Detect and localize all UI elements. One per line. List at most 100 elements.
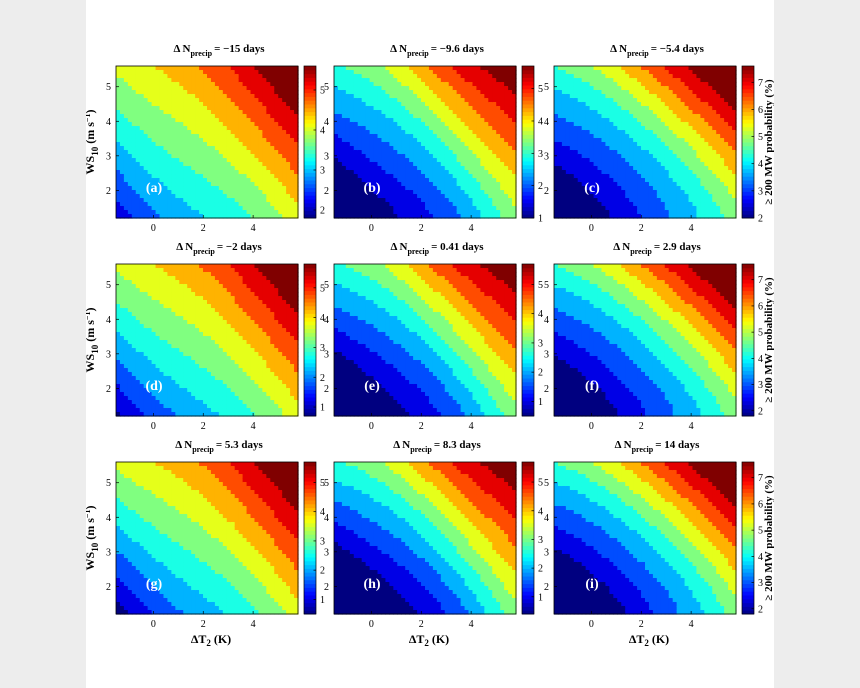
field-cell [401,126,406,131]
field-cell [179,70,184,75]
field-cell [235,210,240,215]
field-cell [586,122,591,127]
field-cell [156,94,161,99]
field-cell [350,98,355,103]
field-cell [496,110,501,115]
field-cell [586,174,591,179]
field-cell [554,150,559,155]
field-cell [633,90,638,95]
field-cell [247,138,252,143]
field-cell [574,170,579,175]
field-cell [354,170,359,175]
field-cell [621,202,626,207]
field-cell [195,82,200,87]
field-cell [140,70,145,75]
field-cell [124,166,129,171]
field-cell [342,70,347,75]
field-cell [152,114,157,119]
field-cell [354,186,359,191]
field-cell [156,162,161,167]
field-cell [461,82,466,87]
field-cell [637,130,642,135]
field-cell [461,66,466,71]
field-cell [243,202,248,207]
field-cell [140,158,145,163]
field-cell [661,78,666,83]
field-cell [465,110,470,115]
field-cell [558,162,563,167]
field-cell [175,102,180,107]
field-cell [278,138,283,143]
field-cell [354,90,359,95]
field-cell [370,150,375,155]
field-cell [685,82,690,87]
field-cell [278,98,283,103]
field-cell [449,210,454,215]
field-cell [219,186,224,191]
field-cell [692,74,697,79]
field-cell [378,150,383,155]
field-cell [128,154,133,159]
field-cell [381,174,386,179]
field-cell [413,78,418,83]
field-cell [480,142,485,147]
colorbar-step [522,203,534,207]
field-cell [207,194,212,199]
field-cell [508,138,513,143]
field-cell [500,162,505,167]
field-cell [262,78,267,83]
field-cell [385,158,390,163]
field-cell [231,78,236,83]
field-cell [175,90,180,95]
field-cell [562,102,567,107]
field-cell [175,178,180,183]
field-cell [358,90,363,95]
field-cell [453,182,458,187]
field-cell [554,70,559,75]
field-cell [441,186,446,191]
field-cell [366,198,371,203]
field-cell [421,142,426,147]
field-cell [645,110,650,115]
field-cell [258,162,263,167]
field-cell [128,130,133,135]
field-cell [354,134,359,139]
field-cell [235,70,240,75]
field-cell [124,158,129,163]
field-cell [120,174,125,179]
field-cell [457,150,462,155]
field-cell [500,198,505,203]
field-cell [262,158,267,163]
field-cell [476,194,481,199]
field-cell [504,86,509,91]
field-cell [566,178,571,183]
field-cell [223,190,228,195]
field-cell [617,130,622,135]
field-cell [290,86,295,91]
field-cell [633,94,638,99]
field-cell [461,146,466,151]
field-cell [136,114,141,119]
field-cell [258,150,263,155]
field-cell [476,174,481,179]
field-cell [378,202,383,207]
field-cell [286,78,291,83]
field-cell [613,210,618,215]
field-cell [235,206,240,211]
field-cell [578,206,583,211]
field-cell [449,66,454,71]
field-cell [508,74,513,79]
field-cell [461,154,466,159]
y-tick-label: 4 [324,117,329,128]
field-cell [605,202,610,207]
field-cell [370,158,375,163]
colorbar-step [304,150,316,154]
field-cell [621,126,626,131]
field-cell [421,86,426,91]
field-cell [187,150,192,155]
field-cell [167,206,172,211]
field-cell [665,178,670,183]
field-cell [601,130,606,135]
field-cell [366,110,371,115]
field-cell [175,138,180,143]
